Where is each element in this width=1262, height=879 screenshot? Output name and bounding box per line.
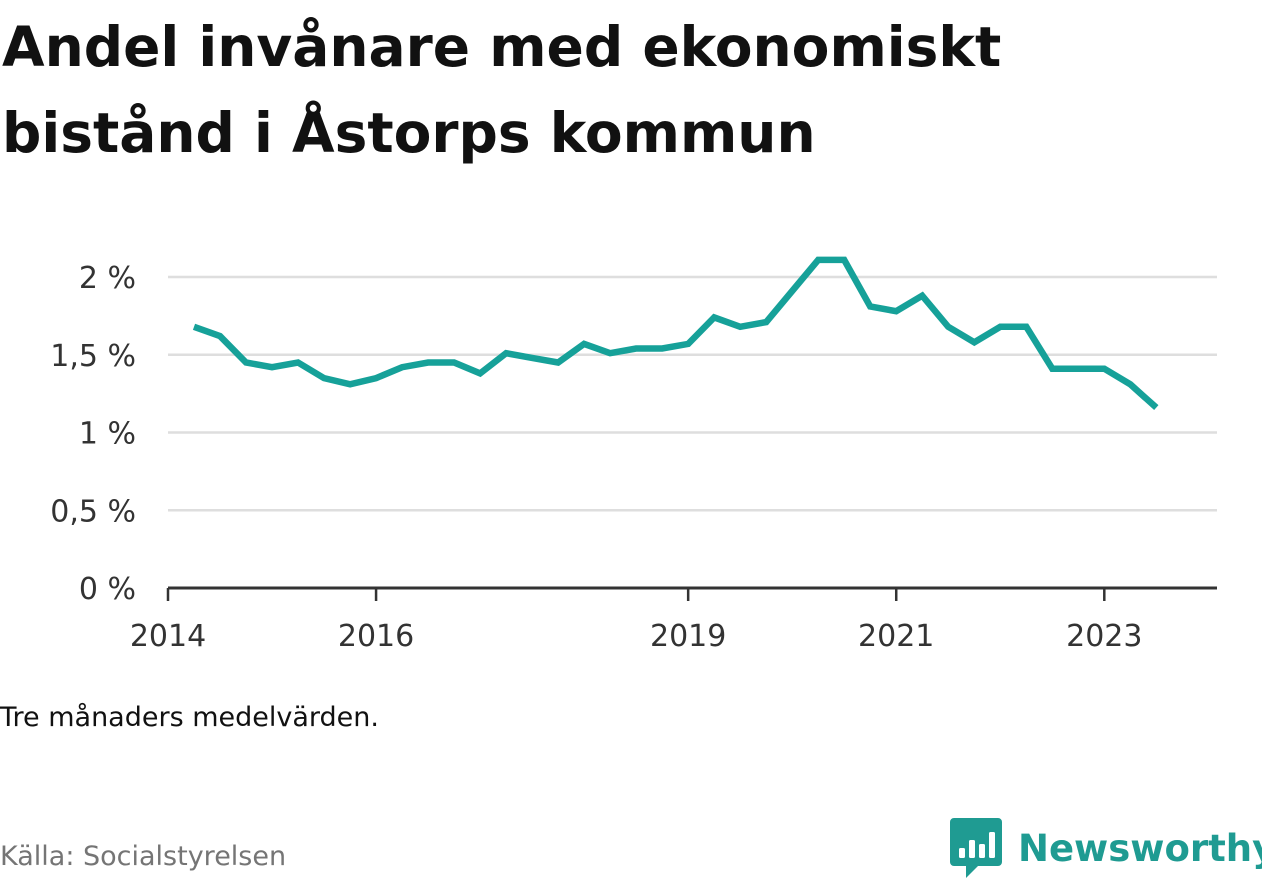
x-tick-label: 2016 [338, 619, 414, 654]
x-tick-label: 2023 [1066, 619, 1142, 654]
series-line [192, 256, 1159, 411]
brand-logo: Newsworthy [950, 818, 1262, 878]
y-axis-tick-labels: 0 % 0,5 % 1 % 1,5 % 2 % [50, 261, 136, 607]
y-tick-label: 0 % [79, 572, 136, 607]
line-chart: 0 % 0,5 % 1 % 1,5 % 2 % 2014 2016 2019 2021 2023 [50, 256, 1217, 654]
series-layer [192, 256, 1159, 411]
y-tick-label: 1 % [79, 417, 136, 452]
x-tick-label: 2021 [858, 619, 934, 654]
chart-title: Andel invånare med ekonomiskt bistånd i … [2, 15, 1002, 165]
x-axis-ticks: 2014 2016 2019 2021 2023 [130, 588, 1142, 654]
chart-note: Tre månaders medelvärden. [0, 702, 379, 733]
newsworthy-logo-icon [950, 818, 1002, 878]
y-tick-label: 1,5 % [50, 339, 136, 374]
source-text: Källa: Socialstyrelsen [0, 841, 287, 872]
x-tick-label: 2014 [130, 619, 206, 654]
y-tick-label: 2 % [79, 261, 136, 296]
brand-name: Newsworthy [1018, 826, 1262, 870]
x-tick-label: 2019 [650, 619, 726, 654]
grid-lines [168, 275, 1217, 512]
y-tick-label: 0,5 % [50, 494, 136, 529]
